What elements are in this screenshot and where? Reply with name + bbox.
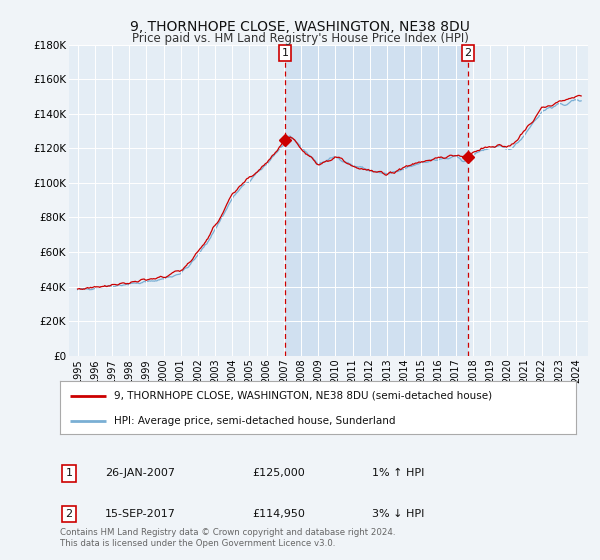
Text: 26-JAN-2007: 26-JAN-2007	[105, 468, 175, 478]
Text: 1% ↑ HPI: 1% ↑ HPI	[372, 468, 424, 478]
Text: 3% ↓ HPI: 3% ↓ HPI	[372, 509, 424, 519]
Text: 2: 2	[464, 48, 472, 58]
Text: 15-SEP-2017: 15-SEP-2017	[105, 509, 176, 519]
Text: Contains HM Land Registry data © Crown copyright and database right 2024.
This d: Contains HM Land Registry data © Crown c…	[60, 528, 395, 548]
Text: 1: 1	[65, 468, 73, 478]
Text: HPI: Average price, semi-detached house, Sunderland: HPI: Average price, semi-detached house,…	[114, 416, 395, 426]
Text: 1: 1	[281, 48, 289, 58]
Text: 9, THORNHOPE CLOSE, WASHINGTON, NE38 8DU (semi-detached house): 9, THORNHOPE CLOSE, WASHINGTON, NE38 8DU…	[114, 391, 493, 401]
Text: £114,950: £114,950	[252, 509, 305, 519]
Text: £125,000: £125,000	[252, 468, 305, 478]
Bar	[285, 45, 468, 356]
Text: Price paid vs. HM Land Registry's House Price Index (HPI): Price paid vs. HM Land Registry's House …	[131, 32, 469, 45]
Text: 9, THORNHOPE CLOSE, WASHINGTON, NE38 8DU: 9, THORNHOPE CLOSE, WASHINGTON, NE38 8DU	[130, 20, 470, 34]
Text: 2: 2	[65, 509, 73, 519]
